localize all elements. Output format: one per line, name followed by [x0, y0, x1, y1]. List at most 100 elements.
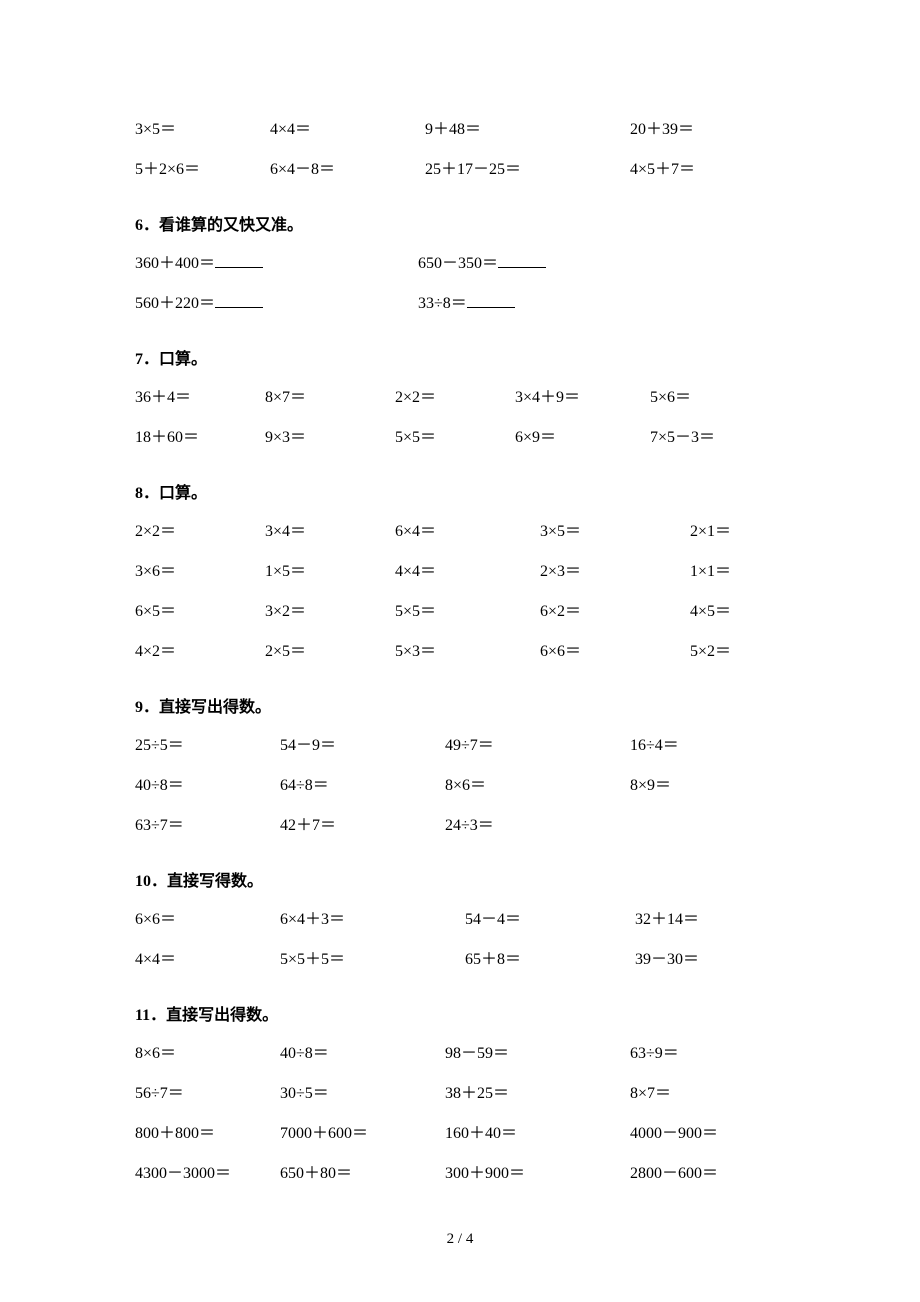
- section-7: 36＋4＝ 8×7＝ 2×2＝ 3×4＋9＝ 5×6＝ 18＋60＝ 9×3＝ …: [135, 383, 785, 447]
- problem-cell: 3×5＝: [540, 517, 690, 541]
- problem-cell: 98－59＝: [445, 1039, 630, 1063]
- problem-cell: 54－9＝: [280, 731, 445, 755]
- problem-cell: 25＋17－25＝: [425, 155, 630, 179]
- problem-row: 63÷7＝ 42＋7＝ 24÷3＝: [135, 811, 785, 835]
- problem-cell: 38＋25＝: [445, 1079, 630, 1103]
- problem-cell: 3×2＝: [265, 597, 395, 621]
- problem-cell: 650－350＝: [418, 249, 546, 273]
- section-11: 8×6＝ 40÷8＝ 98－59＝ 63÷9＝ 56÷7＝ 30÷5＝ 38＋2…: [135, 1039, 785, 1183]
- problem-row: 8×6＝ 40÷8＝ 98－59＝ 63÷9＝: [135, 1039, 785, 1063]
- problem-cell: 5×5＋5＝: [280, 945, 465, 969]
- section-heading-7: 7．口算。: [135, 345, 785, 369]
- problem-cell: 6×6＝: [135, 905, 280, 929]
- problem-cell: 8×7＝: [265, 383, 395, 407]
- problem-cell: 2×2＝: [135, 517, 265, 541]
- problem-cell: 6×4＝: [395, 517, 540, 541]
- answer-blank: [215, 293, 263, 308]
- problem-cell: 5＋2×6＝: [135, 155, 270, 179]
- problem-cell: 6×4－8＝: [270, 155, 425, 179]
- problem-cell: 32＋14＝: [635, 905, 699, 929]
- section-pre: 3×5＝ 4×4＝ 9＋48＝ 20＋39＝ 5＋2×6＝ 6×4－8＝ 25＋…: [135, 115, 785, 179]
- problem-row: 2×2＝ 3×4＝ 6×4＝ 3×5＝ 2×1＝: [135, 517, 785, 541]
- section-heading-9: 9．直接写出得数。: [135, 693, 785, 717]
- problem-cell: 5×5＝: [395, 597, 540, 621]
- problem-cell: 8×6＝: [135, 1039, 280, 1063]
- problem-cell: 6×2＝: [540, 597, 690, 621]
- problem-cell: 2800－600＝: [630, 1159, 718, 1183]
- answer-blank: [215, 253, 263, 268]
- problem-row: 25÷5＝ 54－9＝ 49÷7＝ 16÷4＝: [135, 731, 785, 755]
- problem-cell: 1×1＝: [690, 557, 731, 581]
- problem-cell: 4×5＋7＝: [630, 155, 695, 179]
- problem-cell: 4×4＝: [135, 945, 280, 969]
- problem-row: 6×5＝ 3×2＝ 5×5＝ 6×2＝ 4×5＝: [135, 597, 785, 621]
- problem-cell: 160＋40＝: [445, 1119, 630, 1143]
- problem-cell: 4×4＝: [270, 115, 425, 139]
- problem-cell: 30÷5＝: [280, 1079, 445, 1103]
- page-number: 2 / 4: [0, 1231, 920, 1248]
- problem-row: 5＋2×6＝ 6×4－8＝ 25＋17－25＝ 4×5＋7＝: [135, 155, 785, 179]
- problem-cell: 7000＋600＝: [280, 1119, 445, 1143]
- problem-cell: 2×3＝: [540, 557, 690, 581]
- problem-cell: 2×2＝: [395, 383, 515, 407]
- problem-cell: 36＋4＝: [135, 383, 265, 407]
- section-8: 2×2＝ 3×4＝ 6×4＝ 3×5＝ 2×1＝ 3×6＝ 1×5＝ 4×4＝ …: [135, 517, 785, 661]
- problem-cell: 42＋7＝: [280, 811, 445, 835]
- problem-row: 3×5＝ 4×4＝ 9＋48＝ 20＋39＝: [135, 115, 785, 139]
- problem-cell: 4×4＝: [395, 557, 540, 581]
- problem-cell: 40÷8＝: [280, 1039, 445, 1063]
- section-heading-11: 11．直接写出得数。: [135, 1001, 785, 1025]
- problem-cell: 5×5＝: [395, 423, 515, 447]
- problem-cell: 7×5－3＝: [650, 423, 715, 447]
- problem-cell: 63÷7＝: [135, 811, 280, 835]
- problem-cell: 3×4＋9＝: [515, 383, 650, 407]
- problem-cell: 4×2＝: [135, 637, 265, 661]
- problem-cell: 800＋800＝: [135, 1119, 280, 1143]
- problem-row: 800＋800＝ 7000＋600＝ 160＋40＝ 4000－900＝: [135, 1119, 785, 1143]
- problem-cell: 6×5＝: [135, 597, 265, 621]
- problem-row: 4300－3000＝ 650＋80＝ 300＋900＝ 2800－600＝: [135, 1159, 785, 1183]
- section-heading-10: 10．直接写得数。: [135, 867, 785, 891]
- problem-cell: 9×3＝: [265, 423, 395, 447]
- problem-cell: 56÷7＝: [135, 1079, 280, 1103]
- answer-blank: [498, 253, 546, 268]
- problem-row: 3×6＝ 1×5＝ 4×4＝ 2×3＝ 1×1＝: [135, 557, 785, 581]
- problem-cell: 54－4＝: [465, 905, 635, 929]
- problem-cell: 4300－3000＝: [135, 1159, 280, 1183]
- problem-cell: 650＋80＝: [280, 1159, 445, 1183]
- section-heading-8: 8．口算。: [135, 479, 785, 503]
- problem-cell: 1×5＝: [265, 557, 395, 581]
- problem-cell: 6×4＋3＝: [280, 905, 465, 929]
- problem-row: 6×6＝ 6×4＋3＝ 54－4＝ 32＋14＝: [135, 905, 785, 929]
- problem-row: 360＋400＝ 650－350＝: [135, 249, 785, 273]
- problem-cell: 24÷3＝: [445, 811, 630, 835]
- problem-cell: 8×7＝: [630, 1079, 671, 1103]
- problem-cell: 300＋900＝: [445, 1159, 630, 1183]
- problem-cell: 5×3＝: [395, 637, 540, 661]
- problem-row: 18＋60＝ 9×3＝ 5×5＝ 6×9＝ 7×5－3＝: [135, 423, 785, 447]
- problem-cell: 65＋8＝: [465, 945, 635, 969]
- problem-cell: 3×4＝: [265, 517, 395, 541]
- section-9: 25÷5＝ 54－9＝ 49÷7＝ 16÷4＝ 40÷8＝ 64÷8＝ 8×6＝…: [135, 731, 785, 835]
- problem-cell: 16÷4＝: [630, 731, 679, 755]
- problem-cell: 8×6＝: [445, 771, 630, 795]
- problem-row: 56÷7＝ 30÷5＝ 38＋25＝ 8×7＝: [135, 1079, 785, 1103]
- problem-cell: 33÷8＝: [418, 289, 515, 313]
- problem-cell: 39－30＝: [635, 945, 699, 969]
- problem-row: 36＋4＝ 8×7＝ 2×2＝ 3×4＋9＝ 5×6＝: [135, 383, 785, 407]
- problem-cell: 360＋400＝: [135, 249, 418, 273]
- section-10: 6×6＝ 6×4＋3＝ 54－4＝ 32＋14＝ 4×4＝ 5×5＋5＝ 65＋…: [135, 905, 785, 969]
- problem-cell: 63÷9＝: [630, 1039, 679, 1063]
- problem-cell: 64÷8＝: [280, 771, 445, 795]
- problem-cell: 25÷5＝: [135, 731, 280, 755]
- problem-cell: 3×5＝: [135, 115, 270, 139]
- section-6: 360＋400＝ 650－350＝ 560＋220＝ 33÷8＝: [135, 249, 785, 313]
- problem-cell: 8×9＝: [630, 771, 671, 795]
- section-heading-6: 6．看谁算的又快又准。: [135, 211, 785, 235]
- problem-cell: 5×2＝: [690, 637, 731, 661]
- problem-cell: 2×5＝: [265, 637, 395, 661]
- problem-cell: 9＋48＝: [425, 115, 630, 139]
- problem-cell: 2×1＝: [690, 517, 731, 541]
- problem-cell: 4000－900＝: [630, 1119, 718, 1143]
- problem-cell: 6×9＝: [515, 423, 650, 447]
